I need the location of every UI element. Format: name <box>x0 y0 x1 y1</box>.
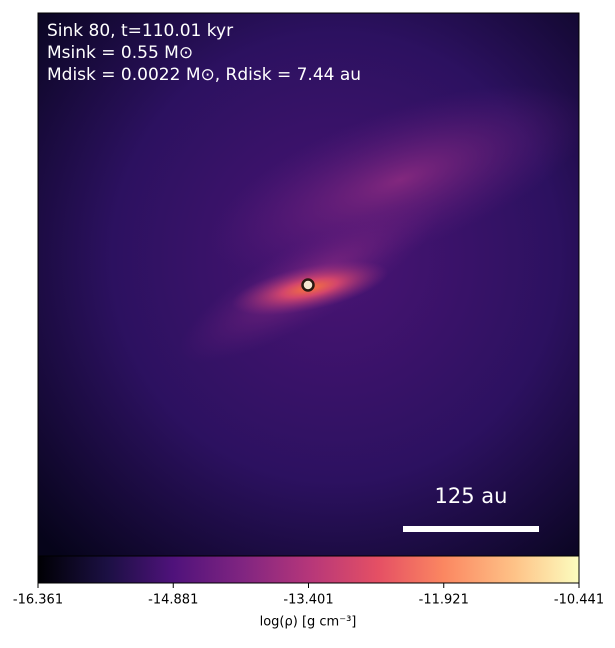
colorbar-label: log(ρ) [g cm⁻³] <box>260 615 357 630</box>
colorbar-tick-label: -10.441 <box>554 593 604 608</box>
annotation: Msink = 0.55 M⊙ <box>47 43 193 63</box>
title: Sink 80, t=110.01 kyr <box>47 21 233 41</box>
colorbar-tick-label: -14.881 <box>148 593 198 608</box>
colorbar-tick-label: -13.401 <box>283 593 333 608</box>
colorbar-tick-label: -11.921 <box>419 593 469 608</box>
density-map <box>38 13 579 556</box>
colorbar-tick-label: -16.361 <box>13 593 63 608</box>
scale-bar <box>403 526 539 532</box>
annotation: Mdisk = 0.0022 M⊙, Rdisk = 7.44 au <box>47 65 361 85</box>
sink-marker <box>301 278 315 292</box>
scale-bar-label: 125 au <box>435 484 508 508</box>
colorbar <box>37 555 580 584</box>
